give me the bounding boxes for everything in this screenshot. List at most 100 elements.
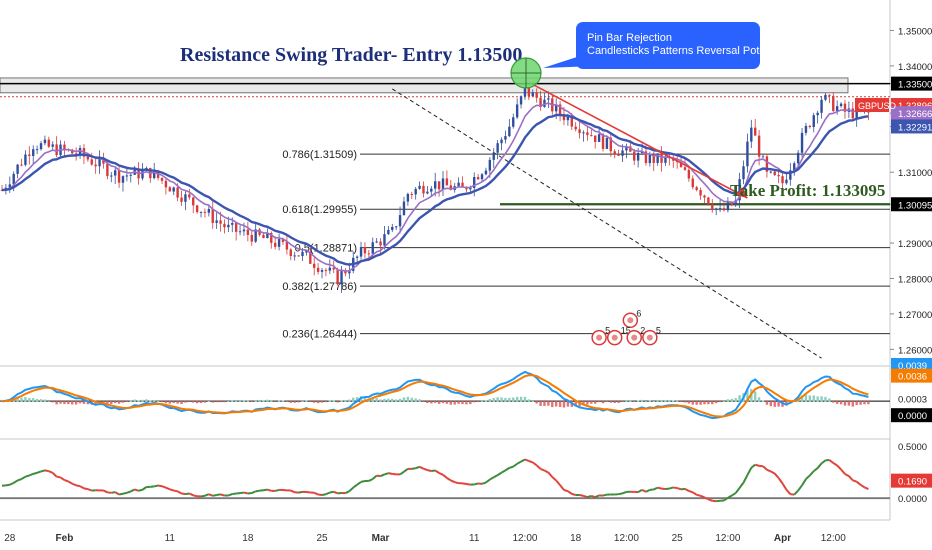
candle-body — [12, 173, 15, 185]
candle-body — [765, 156, 769, 172]
candle-body — [586, 132, 589, 136]
macd-histogram-bar — [383, 398, 386, 402]
macd-histogram-bar — [0, 401, 4, 402]
osc-segment — [860, 483, 866, 489]
macd-histogram-bar — [594, 401, 597, 404]
macd-histogram-bar — [246, 400, 250, 402]
osc-segment — [653, 486, 659, 491]
fib-label-0.236: 0.236(1.26444) — [282, 329, 357, 341]
candle-body — [398, 215, 402, 227]
macd-histogram-bar — [465, 401, 468, 405]
osc-segment — [852, 479, 857, 483]
osc-segment — [466, 482, 471, 486]
event-marker[interactable]: 5 — [591, 326, 610, 346]
osc-segment — [746, 467, 753, 476]
macd-histogram-bar — [711, 401, 714, 405]
macd-histogram-bar — [633, 401, 636, 402]
macd-histogram-bar — [67, 401, 70, 405]
candle-body — [215, 220, 218, 223]
osc-segment — [298, 490, 303, 494]
event-dot-icon — [631, 334, 638, 341]
osc-segment — [321, 493, 327, 496]
callout-box[interactable]: Pin Bar Rejection Candlesticks Patterns … — [543, 22, 786, 69]
osc-segment — [750, 463, 756, 469]
osc-segment — [267, 488, 272, 492]
osc-segment — [696, 493, 701, 497]
event-marker[interactable]: 15 — [606, 326, 631, 346]
osc-segment — [141, 486, 147, 491]
macd-histogram-bar — [207, 400, 211, 402]
candle-body — [348, 270, 351, 274]
candle-body — [168, 187, 172, 192]
candle-body — [176, 187, 179, 198]
macd-histogram-bar — [769, 401, 773, 407]
candle-body — [402, 201, 406, 216]
osc-segment — [754, 463, 760, 467]
macd-histogram-bar — [145, 399, 148, 402]
macd-histogram-bar — [640, 399, 644, 402]
candle-body — [640, 151, 644, 154]
macd-histogram-bar — [625, 399, 628, 402]
osc-segment — [138, 488, 143, 492]
macd-histogram-bar — [808, 395, 812, 402]
event-marker[interactable]: 2 — [626, 326, 645, 346]
osc-segment — [840, 468, 846, 475]
macd-histogram-bar — [547, 401, 550, 406]
osc-segment — [820, 459, 827, 465]
osc-segment — [25, 474, 30, 478]
time-axis[interactable]: 28 Feb 11 18 25 Mar 11 12:00 18 12:00 25 12:00 Apr 12… — [4, 533, 846, 544]
osc-segment — [352, 483, 358, 489]
price-tick-label: 1.31000 — [898, 168, 932, 179]
candle-body — [851, 108, 854, 119]
macd-histogram-bar — [149, 400, 152, 402]
osc-segment — [9, 481, 15, 486]
macd-histogram-bar — [313, 401, 316, 403]
event-count: 15 — [621, 326, 631, 336]
macd-histogram-bar — [289, 401, 292, 403]
candle-body — [305, 251, 308, 253]
macd-histogram-bar — [28, 397, 31, 402]
candle-body — [117, 170, 121, 183]
macd-histogram-bar — [262, 400, 265, 402]
macd-histogram-bar — [281, 400, 285, 402]
candle-body — [426, 191, 429, 194]
candle-body — [804, 125, 808, 133]
macd-histogram-bar — [738, 395, 741, 402]
candle-body — [636, 153, 640, 161]
osc-segment — [372, 474, 378, 480]
osc-segment — [313, 491, 319, 496]
osc-segment — [173, 489, 178, 493]
price-panel: 0.786(1.31509) 0.618(1.29955) 0.5(1.28871)… — [0, 77, 890, 359]
time-tick-label: 12:00 — [614, 533, 639, 544]
candle-body — [266, 232, 269, 239]
macd-histogram-bar — [777, 401, 780, 407]
price-tag — [891, 106, 932, 121]
macd-histogram-bar — [590, 401, 593, 404]
pin-bar-marker[interactable] — [510, 57, 542, 89]
osc-segment — [419, 465, 424, 470]
osc-segment — [742, 474, 749, 484]
price-axis[interactable]: 1.350001.340001.335001.328961.326661.322… — [855, 26, 932, 505]
osc-segment — [723, 497, 729, 502]
event-marker[interactable]: 6 — [622, 308, 641, 329]
candle-body — [750, 127, 753, 142]
event-marker[interactable]: 5 — [642, 326, 661, 346]
macd-histogram-bar — [55, 401, 58, 405]
candle-body — [769, 171, 773, 173]
projection-arrow — [529, 82, 748, 199]
osc-segment — [56, 475, 61, 479]
osc-segment — [403, 468, 409, 473]
osc-segment — [828, 459, 834, 464]
candle-body — [824, 94, 827, 100]
macd-tag — [891, 391, 932, 406]
candle-body — [488, 159, 492, 171]
macd-histogram-bar — [519, 396, 523, 402]
osc-segment — [462, 482, 467, 485]
macd-histogram-bar — [277, 400, 281, 402]
osc-segment — [333, 490, 339, 495]
osc-segment — [805, 474, 811, 480]
macd-histogram-bar — [652, 401, 655, 402]
macd-histogram-bar — [211, 401, 214, 403]
osc-segment — [692, 491, 698, 496]
